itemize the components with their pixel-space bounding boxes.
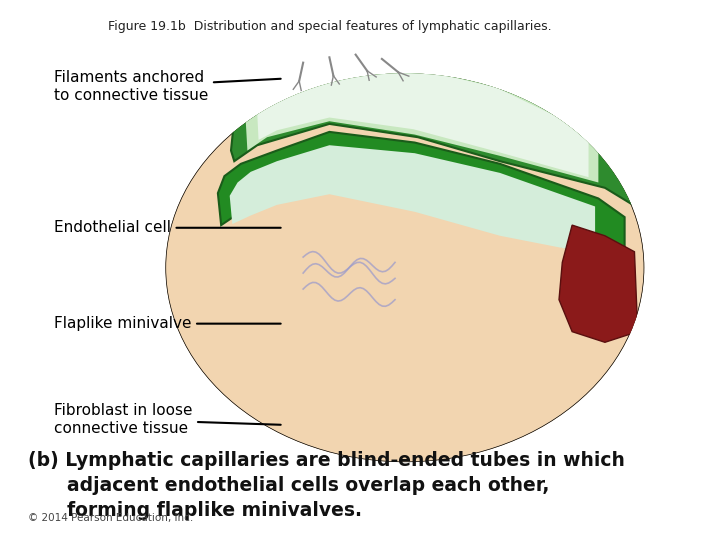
Polygon shape — [231, 33, 631, 204]
Text: (b) Lymphatic capillaries are blind-ended tubes in which
      adjacent endothel: (b) Lymphatic capillaries are blind-ende… — [27, 451, 624, 521]
Text: Flaplike minivalve: Flaplike minivalve — [54, 316, 281, 331]
Polygon shape — [244, 49, 598, 183]
Text: © 2014 Pearson Education, Inc.: © 2014 Pearson Education, Inc. — [27, 514, 193, 523]
Polygon shape — [559, 225, 638, 342]
Text: Figure 19.1b  Distribution and special features of lymphatic capillaries.: Figure 19.1b Distribution and special fe… — [107, 20, 552, 33]
Text: Filaments anchored
to connective tissue: Filaments anchored to connective tissue — [54, 70, 281, 103]
Polygon shape — [218, 132, 625, 273]
Circle shape — [166, 73, 644, 462]
Text: Endothelial cell: Endothelial cell — [54, 220, 281, 235]
Polygon shape — [256, 59, 588, 177]
Text: Fibroblast in loose
connective tissue: Fibroblast in loose connective tissue — [54, 403, 281, 436]
Polygon shape — [230, 145, 595, 254]
